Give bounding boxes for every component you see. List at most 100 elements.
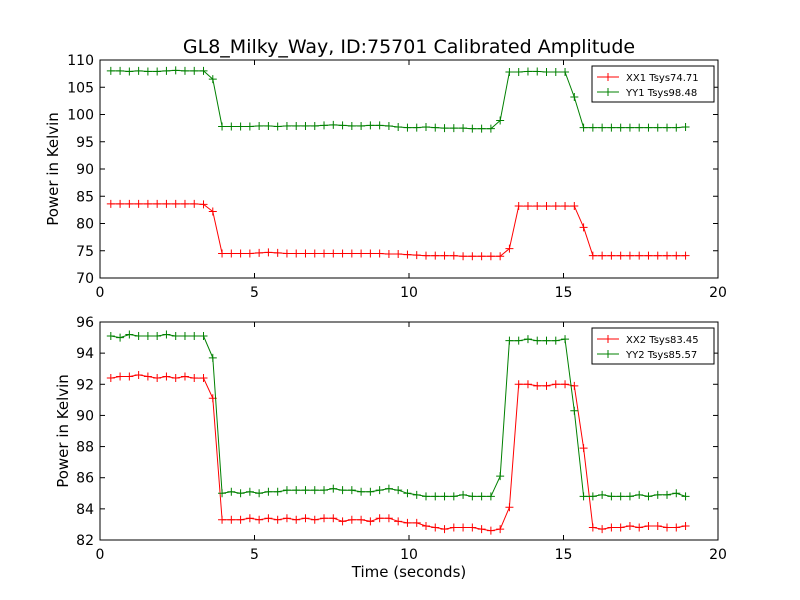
top-series-2-marker bbox=[143, 67, 152, 76]
bottom-series-2-marker bbox=[236, 489, 245, 498]
bottom-x-tick-label: 5 bbox=[250, 547, 259, 563]
bottom-series-1-marker bbox=[616, 523, 625, 532]
bottom-series-2-marker bbox=[329, 484, 338, 493]
top-series-2-marker bbox=[162, 66, 171, 75]
bottom-y-tick-label: 94 bbox=[76, 346, 94, 362]
top-series-2-marker bbox=[106, 66, 115, 75]
bottom-series-1-marker bbox=[523, 380, 532, 389]
bottom-series-1-marker bbox=[153, 374, 162, 383]
top-series-2-marker bbox=[347, 121, 356, 130]
bottom-series-2-marker bbox=[579, 492, 588, 501]
top-series-1-marker bbox=[459, 252, 468, 261]
bottom-series-1-marker bbox=[403, 518, 412, 527]
top-series-2-marker bbox=[514, 67, 523, 76]
bottom-series-1-marker bbox=[681, 521, 690, 530]
bottom-legend-marker-1 bbox=[604, 335, 612, 343]
bottom-series-1-marker bbox=[338, 517, 347, 526]
bottom-series-2-marker bbox=[570, 406, 579, 415]
bottom-series-1-marker bbox=[421, 521, 430, 530]
bottom-series-1-marker bbox=[625, 521, 634, 530]
bottom-series-1-marker bbox=[412, 518, 421, 527]
top-series-1-marker bbox=[153, 199, 162, 208]
bottom-series-2-marker bbox=[496, 472, 505, 481]
bottom-series-2-marker bbox=[468, 492, 477, 501]
top-series-1-marker bbox=[227, 249, 236, 258]
bottom-series-1-marker bbox=[459, 523, 468, 532]
bottom-series-1-marker bbox=[190, 374, 199, 383]
bottom-series-2-marker bbox=[635, 490, 644, 499]
top-series-2-marker bbox=[180, 66, 189, 75]
bottom-series-1-marker bbox=[431, 523, 440, 532]
bottom-series-2-marker bbox=[375, 486, 384, 495]
bottom-legend-box bbox=[591, 327, 715, 365]
top-series-1-marker bbox=[384, 250, 393, 259]
bottom-series-2-marker bbox=[672, 489, 681, 498]
top-series-1-marker bbox=[264, 248, 273, 257]
top-series-2-marker bbox=[218, 122, 227, 131]
bottom-series-2-marker bbox=[486, 492, 495, 501]
bottom-series-2-marker bbox=[440, 492, 449, 501]
bottom-series-1-marker bbox=[672, 523, 681, 532]
bottom-legend-marker-2 bbox=[604, 350, 612, 358]
top-series-2-marker bbox=[421, 123, 430, 132]
bottom-series-1-marker bbox=[292, 515, 301, 524]
top-series-1-marker bbox=[180, 199, 189, 208]
bottom-series-2-marker bbox=[264, 487, 273, 496]
top-series-1-marker bbox=[282, 249, 291, 258]
bottom-series-2-marker bbox=[533, 336, 542, 345]
top-y-tick-label: 75 bbox=[76, 244, 94, 260]
top-x-tick-label: 20 bbox=[709, 285, 727, 301]
top-series-2-marker bbox=[459, 124, 468, 133]
bottom-series-2-marker bbox=[171, 332, 180, 341]
bottom-series-2-marker bbox=[301, 486, 310, 495]
bottom-series-1-marker bbox=[505, 503, 514, 512]
top-series-1-marker bbox=[533, 202, 542, 211]
top-series-2-marker bbox=[561, 67, 570, 76]
top-series-1-marker bbox=[357, 249, 366, 258]
bottom-series-2-marker bbox=[292, 486, 301, 495]
top-series-2-marker bbox=[357, 121, 366, 130]
top-series-2-marker bbox=[477, 124, 486, 133]
bottom-series-1-marker bbox=[273, 515, 282, 524]
top-series-1-marker bbox=[171, 199, 180, 208]
top-series-1-marker bbox=[625, 251, 634, 260]
bottom-series-1-marker bbox=[496, 525, 505, 534]
bottom-series-1-marker bbox=[116, 372, 125, 381]
bottom-series-2-marker bbox=[431, 492, 440, 501]
top-series-1-marker bbox=[421, 251, 430, 260]
bottom-series-1-marker bbox=[264, 514, 273, 523]
top-y-tick-label: 110 bbox=[67, 53, 94, 69]
bottom-series-2-marker bbox=[644, 492, 653, 501]
bottom-series-1-marker bbox=[477, 525, 486, 534]
top-series-2-marker bbox=[607, 123, 616, 132]
top-legend-box bbox=[591, 65, 715, 103]
top-series-1-marker bbox=[162, 199, 171, 208]
bottom-series-2-marker bbox=[561, 335, 570, 344]
top-x-tick-label: 10 bbox=[400, 285, 418, 301]
top-panel: 0 5 10 15 20 70 75 80 85 90 95 100 105 110 XX1 Tsys74.… bbox=[67, 53, 727, 301]
bottom-series-1-marker bbox=[449, 523, 458, 532]
bottom-series-2-marker bbox=[125, 330, 134, 339]
bottom-series-2-marker bbox=[357, 487, 366, 496]
bottom-series-2-marker bbox=[681, 492, 690, 501]
top-series-2-marker bbox=[245, 122, 254, 131]
top-series-1-marker bbox=[190, 199, 199, 208]
top-series-2-marker bbox=[236, 122, 245, 131]
top-series-2-marker bbox=[672, 123, 681, 132]
bottom-series-2-marker bbox=[366, 487, 375, 496]
top-series-2-marker bbox=[190, 66, 199, 75]
bottom-x-tick-label: 0 bbox=[96, 547, 105, 563]
top-series-2-marker bbox=[412, 123, 421, 132]
bottom-series-2-marker bbox=[320, 486, 329, 495]
top-legend-label-2: YY1 Tsys98.48 bbox=[625, 88, 697, 99]
top-series-1-marker bbox=[273, 248, 282, 257]
top-y-axis-label: Power in Kelvin bbox=[44, 112, 62, 226]
top-series-1-marker bbox=[570, 202, 579, 211]
bottom-series-1-marker bbox=[561, 380, 570, 389]
top-series-1-marker bbox=[301, 249, 310, 258]
bottom-series-2-marker bbox=[421, 492, 430, 501]
top-series-2-marker bbox=[616, 123, 625, 132]
top-series-1-marker bbox=[486, 252, 495, 261]
bottom-series-1-marker bbox=[301, 514, 310, 523]
